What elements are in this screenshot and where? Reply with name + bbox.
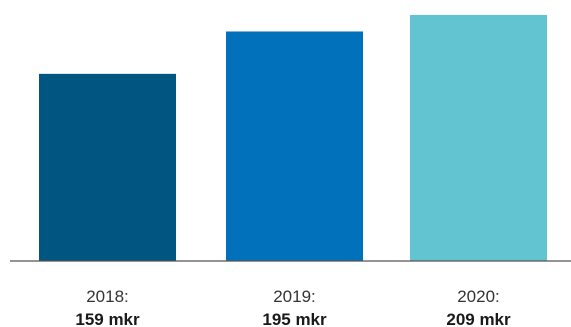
labels-group: 2018: 159 mkr 2019: 195 mkr 2020: 209 mkr [75,287,511,327]
category-label-1: 2018: [86,287,129,306]
value-label-1: 159 mkr [75,310,140,327]
category-label-2: 2019: [273,287,316,306]
bar-3 [410,15,547,261]
bar-2 [226,31,363,261]
bars-group [39,15,547,261]
value-label-3: 209 mkr [446,310,511,327]
bar-1 [39,73,176,261]
category-label-3: 2020: [457,287,500,306]
value-label-2: 195 mkr [262,310,327,327]
